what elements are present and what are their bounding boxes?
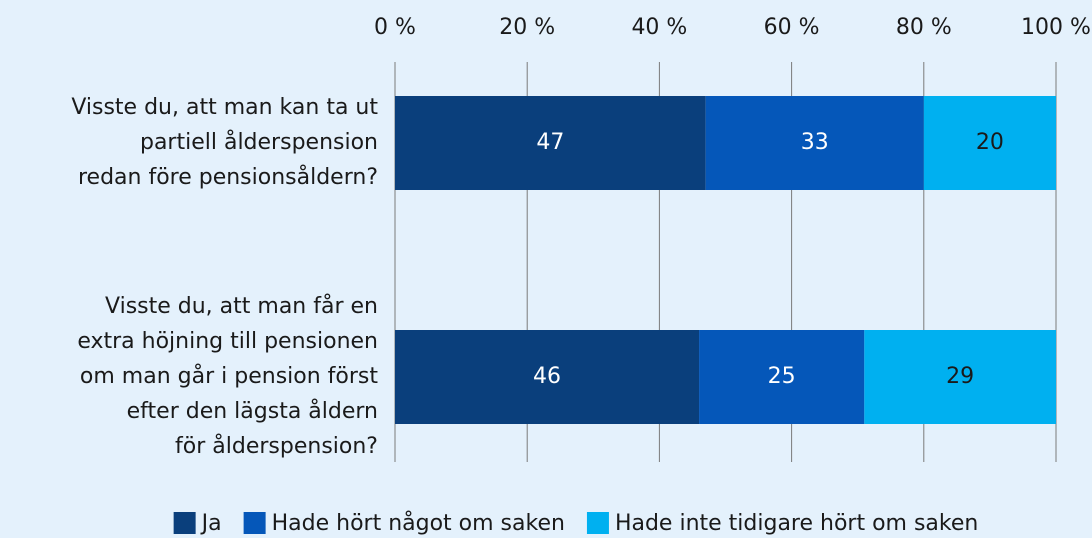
x-tick-label: 40 % [631,15,687,40]
legend-label: Hade hört något om saken [272,510,565,536]
legend-label: Ja [200,511,222,536]
y-tick-label: efter den lägsta åldern [127,398,378,424]
bar-segment [705,96,924,190]
x-tick-label: 100 % [1021,15,1091,40]
y-tick-label: Visste du, att man kan ta ut [71,95,378,120]
bar-segment [864,330,1056,424]
x-tick-label: 80 % [896,15,952,40]
y-tick-label: extra höjning till pensionen [77,329,378,354]
x-tick-label: 60 % [764,15,820,40]
y-tick-label: om man går i pension först [80,363,378,389]
legend-swatch [173,512,196,534]
bar-segment [395,96,706,190]
y-tick-label: för ålderspension? [175,433,378,459]
bar-segment [699,330,865,424]
legend-label: Hade inte tidigare hört om saken [615,511,978,536]
bar-segment [923,96,1056,190]
y-tick-label: redan före pensionsåldern? [78,164,378,190]
legend-swatch [586,512,609,534]
x-tick-label: 20 % [499,15,555,40]
bar-segment [395,330,700,424]
data-label: 46 [533,364,561,389]
legend-swatch [243,512,266,534]
data-label: 25 [768,364,796,389]
y-tick-label: Visste du, att man får en [105,293,378,319]
data-label: 33 [801,130,829,155]
x-tick-label: 0 % [374,15,416,40]
data-label: 20 [976,130,1004,155]
data-label: 47 [536,130,564,155]
data-label: 29 [946,364,974,389]
y-tick-label: partiell ålderspension [140,129,378,155]
